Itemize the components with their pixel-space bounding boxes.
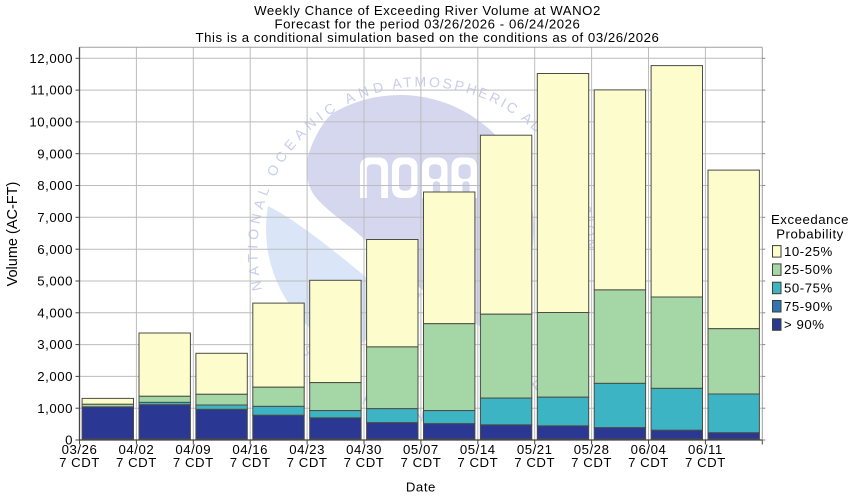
svg-text:8,000: 8,000 [37,178,73,193]
svg-text:Date: Date [406,480,436,495]
svg-text:05/28: 05/28 [574,442,610,457]
svg-text:7 CDT: 7 CDT [116,455,157,470]
svg-text:7 CDT: 7 CDT [400,455,441,470]
svg-text:03/26: 03/26 [62,442,98,457]
svg-text:06/04: 06/04 [631,442,667,457]
svg-text:7 CDT: 7 CDT [457,455,498,470]
svg-text:3,000: 3,000 [37,337,73,352]
svg-text:04/02: 04/02 [119,442,155,457]
svg-text:6,000: 6,000 [37,242,73,257]
svg-text:Exceedance: Exceedance [771,212,849,227]
svg-text:04/30: 04/30 [346,442,382,457]
svg-text:7 CDT: 7 CDT [344,455,385,470]
svg-text:7 CDT: 7 CDT [173,455,214,470]
svg-text:4,000: 4,000 [37,305,73,320]
svg-text:05/14: 05/14 [460,442,496,457]
svg-text:7 CDT: 7 CDT [287,455,328,470]
svg-text:7 CDT: 7 CDT [514,455,555,470]
svg-text:04/16: 04/16 [232,442,268,457]
svg-text:7 CDT: 7 CDT [230,455,271,470]
svg-text:06/11: 06/11 [688,442,723,457]
svg-text:7 CDT: 7 CDT [571,455,612,470]
svg-text:7 CDT: 7 CDT [685,455,726,470]
svg-text:10,000: 10,000 [29,115,73,130]
svg-text:Volume (AC-FT): Volume (AC-FT) [5,182,21,287]
svg-text:This is a conditional simulati: This is a conditional simulation based o… [196,30,660,45]
svg-text:04/23: 04/23 [289,442,325,457]
svg-text:04/09: 04/09 [175,442,211,457]
svg-text:11,000: 11,000 [30,83,73,98]
svg-text:> 90%: > 90% [784,317,825,332]
svg-text:0: 0 [65,433,73,448]
svg-text:Forecast for the period 03/26/: Forecast for the period 03/26/2026 - 06/… [275,16,581,31]
svg-text:5,000: 5,000 [37,274,73,289]
svg-text:7 CDT: 7 CDT [628,455,669,470]
svg-text:50-75%: 50-75% [784,281,833,296]
svg-text:7 CDT: 7 CDT [59,455,100,470]
svg-text:2,000: 2,000 [37,369,73,384]
svg-text:25-50%: 25-50% [784,262,833,277]
svg-text:05/21: 05/21 [517,442,553,457]
svg-text:7,000: 7,000 [37,210,73,225]
svg-text:1,000: 1,000 [37,401,73,416]
svg-text:05/07: 05/07 [403,442,439,457]
svg-text:75-90%: 75-90% [784,299,833,314]
svg-text:Weekly Chance of Exceeding Riv: Weekly Chance of Exceeding River Volume … [254,3,601,18]
svg-text:10-25%: 10-25% [784,244,833,259]
svg-text:Probability: Probability [776,226,844,241]
svg-text:9,000: 9,000 [37,146,73,161]
svg-text:12,000: 12,000 [29,51,73,66]
